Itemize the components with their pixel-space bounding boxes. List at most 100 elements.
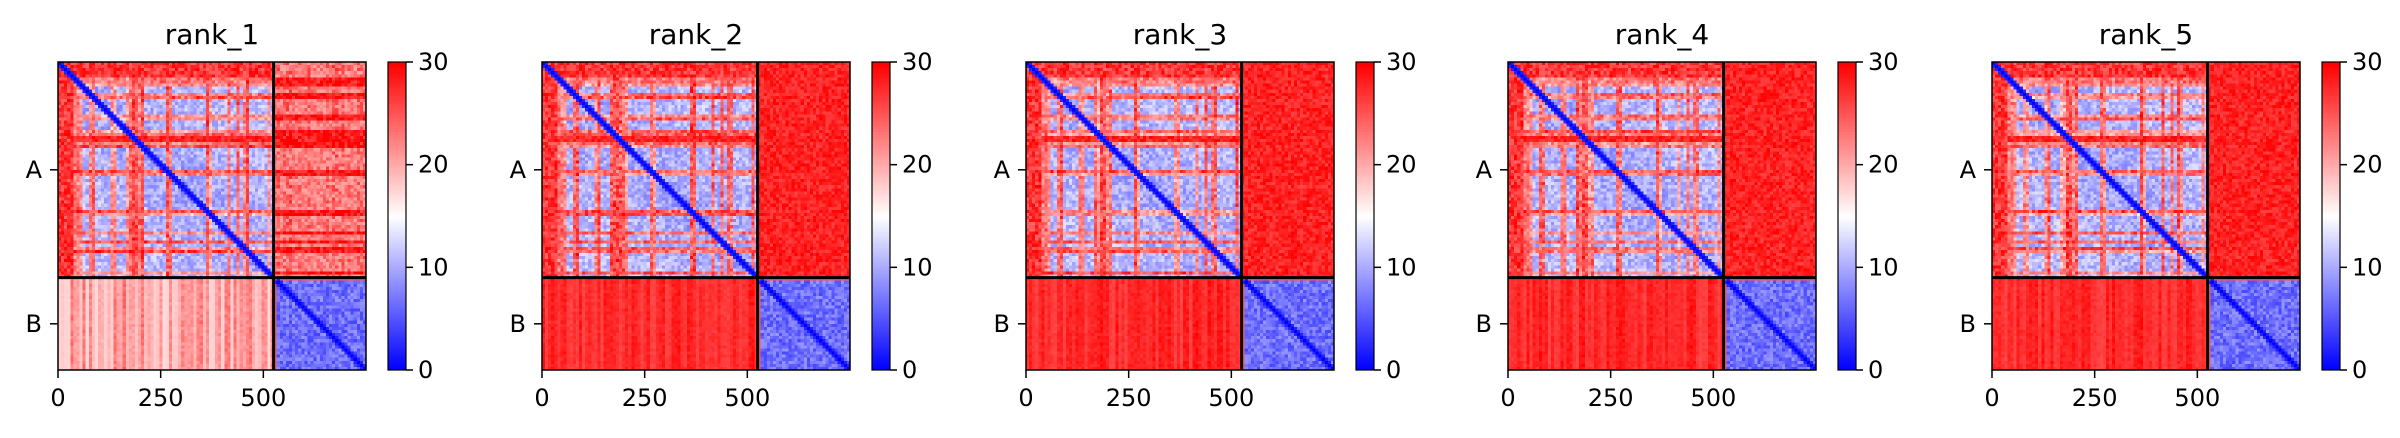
- heatmap-cell: [175, 74, 178, 77]
- heatmap-cell: [218, 99, 221, 102]
- heatmap-cell: [76, 99, 79, 102]
- heatmap-cell: [160, 93, 163, 96]
- heatmap-cell: [194, 71, 197, 74]
- heatmap-cell: [304, 65, 307, 68]
- heatmap-cell: [243, 68, 246, 71]
- heatmap-cell: [190, 93, 193, 96]
- heatmap-cell: [209, 77, 212, 80]
- heatmap-cell: [95, 84, 98, 87]
- heatmap-cell: [320, 84, 323, 87]
- heatmap-cell: [129, 96, 132, 99]
- heatmap-cell: [317, 96, 320, 99]
- heatmap-cell: [144, 108, 147, 111]
- heatmap-cell: [129, 90, 132, 93]
- heatmap-cell: [283, 90, 286, 93]
- heatmap-cell: [243, 80, 246, 83]
- heatmap-cell: [246, 117, 249, 120]
- heatmap-cell: [157, 111, 160, 114]
- heatmap-cell: [224, 93, 227, 96]
- heatmap-cell: [172, 108, 175, 111]
- heatmap-cell: [289, 74, 292, 77]
- heatmap-cell: [110, 99, 113, 102]
- heatmap-cell: [326, 84, 329, 87]
- heatmap-cell: [344, 77, 347, 80]
- heatmap-cell: [123, 65, 126, 68]
- heatmap-cell: [129, 93, 132, 96]
- heatmap-cell: [258, 68, 261, 71]
- heatmap-cell: [89, 80, 92, 83]
- heatmap-cell: [138, 90, 141, 93]
- heatmap-cell: [175, 77, 178, 80]
- heatmap-cell: [98, 111, 101, 114]
- heatmap-cell: [80, 87, 83, 90]
- heatmap-cell: [117, 99, 120, 102]
- heatmap-cell: [104, 114, 107, 117]
- heatmap-cell: [181, 114, 184, 117]
- heatmap-cell: [311, 102, 314, 105]
- heatmap-cell: [80, 102, 83, 105]
- heatmap-cell: [160, 87, 163, 90]
- heatmap-cell: [67, 108, 70, 111]
- heatmap-cell: [67, 117, 70, 120]
- heatmap-cell: [101, 77, 104, 80]
- heatmap-cell: [258, 111, 261, 114]
- heatmap-cell: [166, 96, 169, 99]
- heatmap-cell: [110, 87, 113, 90]
- heatmap-cell: [113, 84, 116, 87]
- heatmap-cell: [104, 71, 107, 74]
- heatmap-cell: [138, 71, 141, 74]
- heatmap-cell: [197, 74, 200, 77]
- heatmap-cell: [224, 87, 227, 90]
- heatmap-cell: [200, 117, 203, 120]
- heatmap-cell: [258, 84, 261, 87]
- heatmap-cell: [354, 99, 357, 102]
- heatmap-cell: [92, 114, 95, 117]
- heatmap-cell: [203, 74, 206, 77]
- heatmap-cell: [357, 108, 360, 111]
- heatmap-cell: [76, 71, 79, 74]
- heatmap-cell: [304, 93, 307, 96]
- heatmap-cell: [320, 65, 323, 68]
- heatmap-cell: [181, 71, 184, 74]
- heatmap-cell: [86, 90, 89, 93]
- heatmap-cell: [89, 102, 92, 105]
- heatmap-cell: [141, 93, 144, 96]
- heatmap-cell: [344, 71, 347, 74]
- heatmap-cell: [178, 68, 181, 71]
- heatmap-cell: [178, 77, 181, 80]
- heatmap-cell: [264, 102, 267, 105]
- heatmap-cell: [153, 68, 156, 71]
- heatmap-cell: [240, 77, 243, 80]
- heatmap-cell: [286, 68, 289, 71]
- heatmap-cell: [200, 96, 203, 99]
- heatmap-cell: [249, 80, 252, 83]
- heatmap-cell: [163, 80, 166, 83]
- heatmap-cell: [267, 102, 270, 105]
- heatmap-cell: [332, 105, 335, 108]
- heatmap-cell: [234, 117, 237, 120]
- heatmap-cell: [323, 96, 326, 99]
- heatmap-cell: [317, 108, 320, 111]
- heatmap-cell: [194, 111, 197, 114]
- heatmap-cell: [141, 111, 144, 114]
- heatmap-cell: [178, 80, 181, 83]
- heatmap-cell: [209, 74, 212, 77]
- heatmap-cell: [212, 105, 215, 108]
- heatmap-cell: [344, 90, 347, 93]
- heatmap-cell: [129, 117, 132, 120]
- heatmap-cell: [200, 111, 203, 114]
- heatmap-cell: [107, 96, 110, 99]
- heatmap-cell: [150, 99, 153, 102]
- heatmap-cell: [249, 74, 252, 77]
- heatmap-cell: [157, 108, 160, 111]
- heatmap-cell: [234, 96, 237, 99]
- heatmap-cell: [123, 108, 126, 111]
- heatmap-cell: [348, 111, 351, 114]
- heatmap-cell: [95, 65, 98, 68]
- heatmap-cell: [153, 74, 156, 77]
- heatmap-cell: [301, 99, 304, 102]
- heatmap-cell: [67, 74, 70, 77]
- heatmap-cell: [230, 108, 233, 111]
- heatmap-cell: [326, 74, 329, 77]
- heatmap-cell: [178, 65, 181, 68]
